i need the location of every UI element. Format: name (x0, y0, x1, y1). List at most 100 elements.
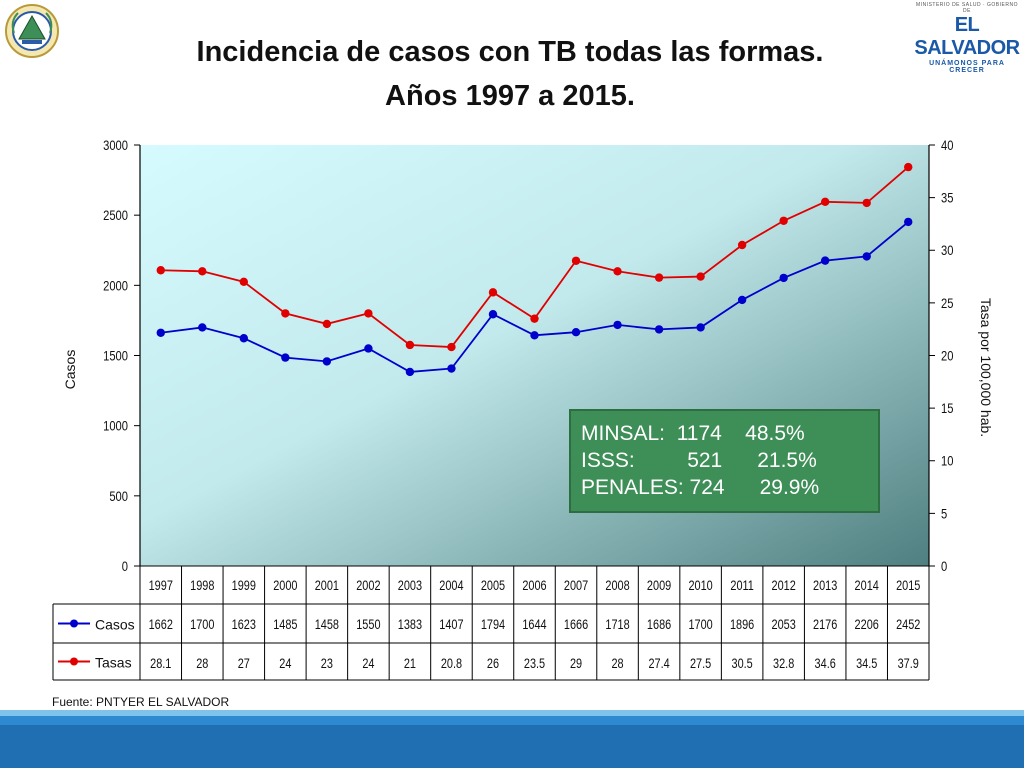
table-tasas-value: 27 (238, 656, 250, 672)
table-casos-value: 1662 (149, 617, 173, 633)
source-note: Fuente: PNTYER EL SALVADOR (52, 695, 230, 709)
table-casos-value: 1700 (190, 617, 214, 633)
casos-point (530, 331, 539, 340)
infobox-row-penales: PENALES: 724 29.9% (581, 476, 820, 499)
table-tasas-value: 28 (611, 656, 623, 672)
left-axis-tick-label: 1500 (103, 348, 128, 363)
left-axis-tick-label: 0 (122, 559, 128, 574)
table-tasas-value: 24 (362, 656, 374, 672)
infobox-row-isss: ISSS: 521 21.5% (581, 449, 817, 472)
tasas-point (281, 309, 290, 318)
table-year-label: 2005 (481, 578, 505, 594)
legend-tasas-label: Tasas (95, 655, 132, 671)
casos-point (613, 320, 622, 330)
right-axis-tick-label: 20 (941, 348, 953, 363)
table-casos-value: 1623 (232, 617, 256, 633)
table-casos-value: 1644 (522, 617, 546, 633)
right-axis-tick-label: 25 (941, 296, 953, 311)
table-year-label: 2004 (439, 578, 463, 594)
infobox-row-minsal: MINSAL: 1174 48.5% (581, 422, 805, 445)
title-line-2: Años 1997 a 2015. (385, 80, 635, 112)
table-year-label: 2001 (315, 578, 339, 594)
table-tasas-value: 28 (196, 656, 208, 672)
table-tasas-value: 30.5 (732, 656, 753, 672)
logo-name: EL SALVADOR (914, 14, 1020, 59)
tasas-point (862, 198, 871, 208)
table-year-label: 2009 (647, 578, 671, 594)
table-tasas-value: 26 (487, 656, 499, 672)
table-casos-value: 1686 (647, 617, 671, 633)
title-line-1: Incidencia de casos con TB todas las for… (196, 36, 824, 68)
table-casos-value: 1896 (730, 617, 754, 633)
table-casos-value: 1458 (315, 617, 339, 633)
left-axis-tick-label: 1000 (103, 419, 128, 434)
table-year-label: 2010 (688, 578, 712, 594)
casos-point (696, 323, 705, 332)
distribution-infobox: MINSAL: 1174 48.5% ISSS: 521 21.5% PENAL… (569, 409, 880, 513)
table-casos-value: 2452 (896, 617, 920, 633)
table-casos-value: 1794 (481, 617, 505, 633)
tasas-point (820, 197, 830, 207)
table-tasas-value: 21 (404, 656, 416, 672)
casos-point (198, 323, 207, 332)
table-casos-value: 1383 (398, 617, 422, 633)
tasas-point (447, 342, 456, 352)
table-tasas-value: 27.5 (690, 656, 711, 672)
table-tasas-value: 34.5 (856, 656, 877, 672)
logo-top-text: MINISTERIO DE SALUD · GOBIERNO DE (916, 2, 1018, 14)
casos-point (447, 364, 456, 373)
table-casos-value: 1718 (605, 617, 629, 633)
tasas-point (737, 240, 747, 250)
casos-point (904, 217, 913, 227)
right-axis-tick-label: 30 (941, 243, 953, 258)
legend-casos-label: Casos (95, 617, 135, 633)
casos-point (488, 310, 498, 319)
table-tasas-value: 29 (570, 656, 582, 672)
coat-of-arms-logo (4, 3, 60, 59)
casos-point (156, 328, 165, 337)
tasas-point (613, 267, 622, 276)
table-year-label: 2007 (564, 578, 588, 594)
table-year-label: 1999 (232, 578, 256, 594)
table-year-label: 2015 (896, 578, 920, 594)
table-casos-value: 1485 (273, 617, 297, 633)
table-year-label: 2012 (772, 578, 796, 594)
table-casos-value: 2053 (772, 617, 796, 633)
tasas-point (904, 162, 913, 172)
tasas-point (530, 314, 539, 323)
footer-bar (0, 710, 1024, 768)
legend-tasas-marker (70, 657, 78, 666)
casos-point (281, 353, 290, 362)
el-salvador-logo: MINISTERIO DE SALUD · GOBIERNO DE EL SAL… (912, 2, 1022, 74)
right-axis-tick-label: 10 (941, 454, 953, 469)
right-axis-tick-label: 5 (941, 506, 947, 521)
table-bg (140, 566, 929, 680)
legend-casos-marker (70, 619, 78, 628)
tasas-point (405, 340, 415, 350)
left-axis-tick-label: 2500 (103, 208, 128, 223)
tasas-point (364, 309, 373, 318)
table-tasas-value: 27.4 (648, 656, 669, 672)
tasas-point (779, 216, 788, 225)
right-axis-tick-label: 0 (941, 559, 947, 574)
table-year-label: 2002 (356, 578, 380, 594)
table-casos-value: 1700 (688, 617, 712, 633)
table-casos-value: 1666 (564, 617, 588, 633)
casos-point (779, 273, 788, 283)
tasas-point (571, 256, 581, 265)
table-casos-value: 1407 (439, 617, 463, 633)
table-casos-value: 2176 (813, 617, 837, 633)
casos-point (737, 295, 747, 305)
casos-point (862, 252, 871, 261)
table-year-label: 2008 (605, 578, 629, 594)
table-year-label: 2014 (855, 578, 879, 594)
casos-point (322, 357, 332, 366)
right-axis-title: Tasa por 100,000 hab. (978, 298, 994, 437)
tasas-point (488, 288, 498, 297)
casos-point (571, 328, 581, 337)
slide-title: Incidencia de casos con TB todas las for… (150, 30, 870, 118)
table-tasas-value: 20.8 (441, 656, 462, 672)
table-tasas-value: 32.8 (773, 656, 794, 672)
right-axis-tick-label: 35 (941, 190, 953, 205)
